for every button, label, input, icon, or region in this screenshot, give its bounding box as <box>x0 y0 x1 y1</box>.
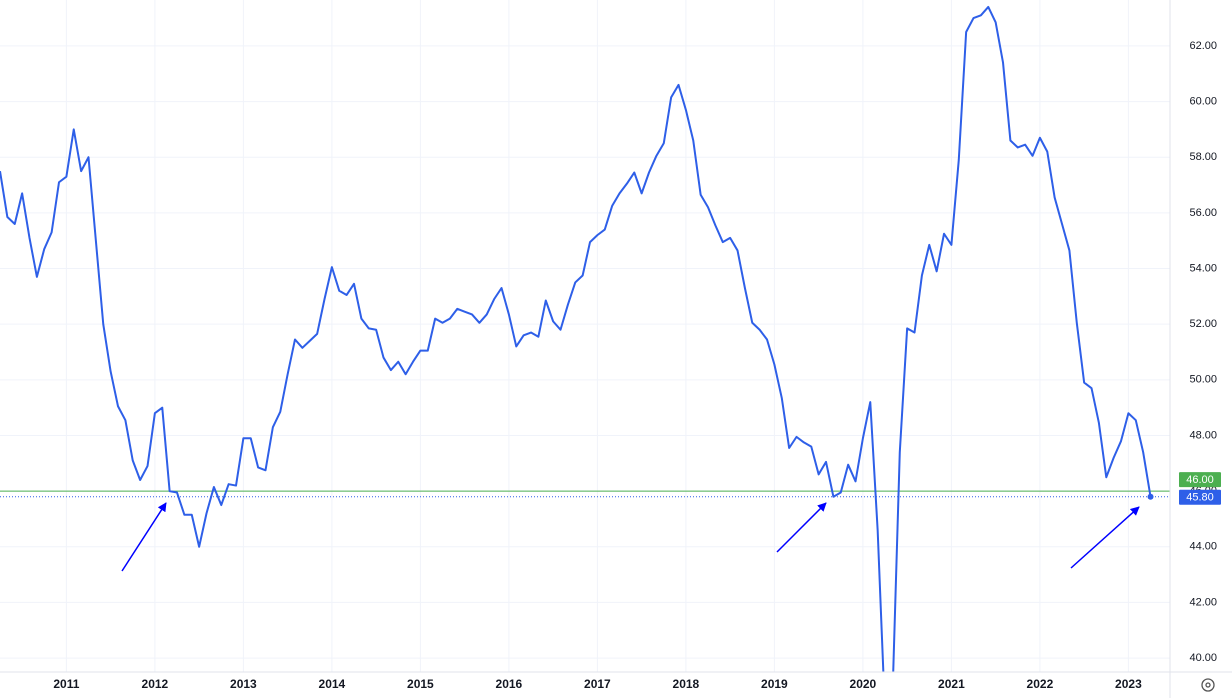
plot-area <box>0 5 1170 672</box>
last-point <box>1147 493 1154 500</box>
y-tick-label: 44.00 <box>1189 541 1217 553</box>
settings-icon[interactable] <box>1201 678 1215 692</box>
y-tick-label: 50.00 <box>1189 374 1217 386</box>
x-tick-label: 2012 <box>142 677 169 691</box>
grid <box>0 0 1170 672</box>
x-tick-label: 2022 <box>1027 677 1054 691</box>
x-tick-label: 2017 <box>584 677 611 691</box>
annotations <box>121 502 1140 572</box>
arrow <box>776 502 827 553</box>
reference-label: 46.00 <box>1186 474 1214 486</box>
reference-badge <box>1179 472 1221 488</box>
x-tick-label: 2020 <box>850 677 877 691</box>
x-tick-label: 2014 <box>319 677 346 691</box>
x-tick-label: 2018 <box>673 677 700 691</box>
line <box>0 5 1152 672</box>
x-tick-label: 2021 <box>938 677 965 691</box>
x-tick-label: 2013 <box>230 677 257 691</box>
y-tick-label: 62.00 <box>1189 40 1217 52</box>
y-tick-label: 58.00 <box>1189 151 1217 163</box>
y-tick-label: 56.00 <box>1189 207 1217 219</box>
y-tick-label: 42.00 <box>1189 596 1217 608</box>
x-tick-label: 2019 <box>761 677 788 691</box>
arrow <box>121 502 167 572</box>
x-tick-label: 2015 <box>407 677 434 691</box>
arrow <box>1070 506 1140 569</box>
y-tick-label: 40.00 <box>1189 652 1217 664</box>
y-tick-label: 54.00 <box>1189 262 1217 274</box>
last-value-badge <box>1179 489 1221 505</box>
y-tick-label: 60.00 <box>1189 95 1217 107</box>
last-value-label: 45.80 <box>1186 492 1214 504</box>
x-tick-label: 2011 <box>53 677 79 691</box>
y-tick-label: 52.00 <box>1189 318 1217 330</box>
x-tick-label: 2023 <box>1115 677 1142 691</box>
x-tick-label: 2016 <box>496 677 523 691</box>
y-tick-label: 48.00 <box>1189 429 1217 441</box>
